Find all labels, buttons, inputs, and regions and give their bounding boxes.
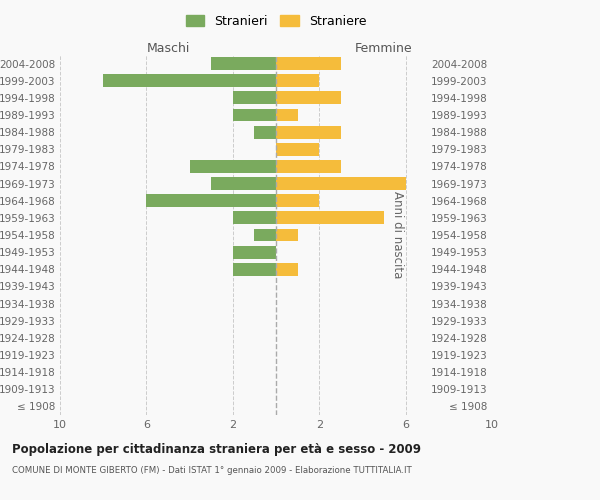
Bar xyxy=(146,194,276,207)
Bar xyxy=(276,194,319,207)
Bar xyxy=(276,160,341,173)
Bar xyxy=(276,126,341,138)
Text: COMUNE DI MONTE GIBERTO (FM) - Dati ISTAT 1° gennaio 2009 - Elaborazione TUTTITA: COMUNE DI MONTE GIBERTO (FM) - Dati ISTA… xyxy=(12,466,412,475)
Bar xyxy=(233,263,276,276)
Bar xyxy=(233,108,276,122)
Bar xyxy=(254,228,276,241)
Bar xyxy=(103,74,276,87)
Text: Maschi: Maschi xyxy=(146,42,190,55)
Bar xyxy=(211,177,276,190)
Legend: Stranieri, Straniere: Stranieri, Straniere xyxy=(182,11,370,32)
Bar xyxy=(190,160,276,173)
Bar xyxy=(276,57,341,70)
Text: Popolazione per cittadinanza straniera per età e sesso - 2009: Popolazione per cittadinanza straniera p… xyxy=(12,442,421,456)
Bar xyxy=(276,228,298,241)
Bar xyxy=(276,108,298,122)
Bar xyxy=(276,212,384,224)
Y-axis label: Anni di nascita: Anni di nascita xyxy=(392,192,404,278)
Bar xyxy=(233,212,276,224)
Bar xyxy=(211,57,276,70)
Bar xyxy=(276,143,319,156)
Bar xyxy=(276,92,341,104)
Text: Femmine: Femmine xyxy=(355,42,413,55)
Bar xyxy=(276,177,406,190)
Bar xyxy=(233,246,276,258)
Bar xyxy=(254,126,276,138)
Bar xyxy=(276,263,298,276)
Bar xyxy=(276,74,319,87)
Bar xyxy=(233,92,276,104)
